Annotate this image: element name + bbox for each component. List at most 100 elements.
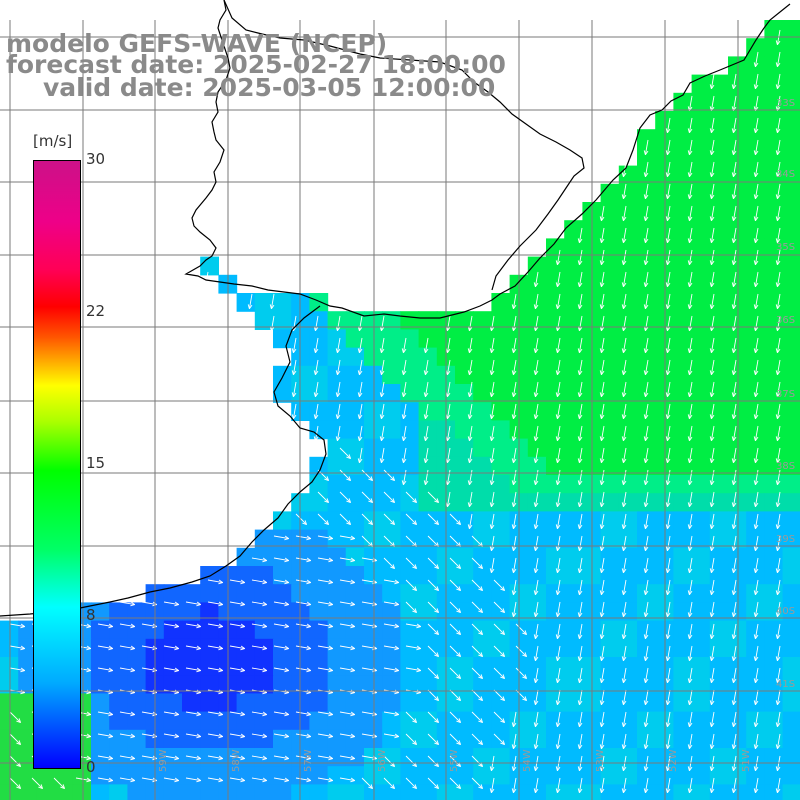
wind-speed-cell bbox=[491, 529, 511, 549]
wind-arrow bbox=[775, 579, 781, 596]
wind-speed-cell bbox=[163, 657, 183, 676]
wind-arrow bbox=[533, 469, 539, 486]
wind-speed-cell bbox=[345, 784, 365, 800]
wind-arrow bbox=[687, 711, 693, 728]
wind-arrow bbox=[229, 755, 246, 761]
wind-speed-cell bbox=[618, 729, 638, 749]
wind-speed-cell bbox=[637, 566, 656, 585]
wind-speed-cell bbox=[709, 456, 729, 476]
wind-speed-cell bbox=[72, 784, 92, 800]
wind-arrow bbox=[643, 139, 649, 156]
wind-arrow bbox=[599, 623, 605, 640]
wind-arrow bbox=[185, 601, 202, 607]
wind-arrow bbox=[401, 403, 407, 420]
wind-speed-cell bbox=[400, 347, 420, 367]
wind-speed-cell bbox=[364, 693, 383, 713]
wind-speed-cell bbox=[691, 475, 711, 494]
wind-speed-cell bbox=[728, 420, 747, 440]
wind-arrow bbox=[163, 623, 180, 629]
wind-arrow bbox=[317, 733, 334, 739]
wind-speed-cell bbox=[127, 784, 147, 800]
wind-speed-cell bbox=[345, 693, 365, 713]
wind-speed-cell bbox=[764, 547, 784, 567]
wind-speed-cell bbox=[382, 475, 401, 494]
wind-arrow bbox=[291, 359, 297, 376]
wind-arrow bbox=[251, 667, 268, 673]
wind-speed-cell bbox=[382, 693, 401, 713]
wind-arrow bbox=[577, 337, 583, 354]
wind-speed-cell bbox=[746, 602, 765, 622]
wind-speed-cell bbox=[673, 784, 693, 800]
wind-speed-cell bbox=[236, 602, 256, 622]
wind-speed-cell bbox=[491, 566, 511, 585]
wind-speed-cell bbox=[473, 584, 492, 603]
wind-speed-cell bbox=[618, 566, 638, 585]
wind-speed-cell bbox=[564, 329, 583, 349]
colorbar-tick: 0 bbox=[86, 758, 96, 776]
wind-arrow bbox=[97, 667, 114, 673]
wind-speed-cell bbox=[327, 584, 347, 603]
wind-speed-cell bbox=[345, 766, 365, 785]
wind-arrow bbox=[731, 689, 737, 706]
wind-speed-cell bbox=[673, 329, 693, 349]
wind-arrow bbox=[687, 161, 693, 178]
wind-arrow bbox=[533, 293, 539, 310]
wind-speed-cell bbox=[455, 475, 474, 494]
wind-arrow bbox=[317, 557, 334, 563]
wind-speed-cell bbox=[709, 202, 729, 221]
wind-speed-cell bbox=[728, 384, 747, 403]
wind-speed-cell bbox=[236, 675, 256, 694]
wind-speed-cell bbox=[309, 675, 329, 694]
wind-speed-cell bbox=[473, 784, 492, 800]
wind-speed-cell bbox=[327, 547, 347, 567]
wind-speed-cell bbox=[691, 74, 711, 94]
wind-speed-cell bbox=[473, 729, 492, 749]
wind-speed-cell bbox=[709, 620, 729, 640]
wind-arrow bbox=[621, 249, 627, 266]
wind-speed-cell bbox=[400, 329, 420, 349]
wind-arrow bbox=[427, 513, 440, 526]
wind-speed-cell bbox=[473, 675, 492, 694]
wind-speed-cell bbox=[473, 693, 492, 713]
wind-speed-cell bbox=[546, 293, 565, 312]
forecast-date: forecast date: 2025-02-27 18:00:00 bbox=[6, 50, 506, 79]
wind-arrow bbox=[471, 733, 484, 746]
wind-speed-cell bbox=[637, 475, 656, 494]
wind-speed-cell bbox=[691, 183, 711, 203]
wind-speed-cell bbox=[491, 547, 511, 567]
estuary-north-shore bbox=[223, 0, 585, 291]
wind-speed-cell bbox=[364, 620, 383, 640]
wind-speed-cell bbox=[327, 638, 347, 658]
wind-arrow bbox=[489, 425, 495, 442]
wind-speed-cell bbox=[364, 766, 383, 785]
wind-speed-cell bbox=[491, 748, 511, 767]
wind-speed-cell bbox=[746, 675, 765, 694]
wind-arrow bbox=[295, 557, 312, 563]
wind-speed-cell bbox=[564, 493, 583, 512]
wind-speed-cell bbox=[254, 584, 274, 603]
wind-arrow bbox=[229, 645, 246, 651]
wind-speed-cell bbox=[200, 657, 219, 676]
wind-speed-cell bbox=[709, 74, 729, 94]
wind-speed-cell bbox=[782, 766, 800, 785]
wind-speed-cell bbox=[91, 711, 110, 731]
wind-speed-cell bbox=[527, 475, 547, 494]
wind-speed-cell bbox=[327, 511, 347, 531]
wind-speed-cell bbox=[400, 420, 420, 440]
wind-speed-cell bbox=[254, 675, 274, 694]
wind-speed-cell bbox=[564, 729, 583, 749]
wind-speed-cell bbox=[728, 238, 747, 258]
wind-speed-cell bbox=[473, 384, 492, 403]
wind-speed-cell bbox=[327, 711, 347, 731]
wind-arrow bbox=[753, 469, 759, 486]
wind-arrow bbox=[489, 777, 495, 794]
wind-speed-cell bbox=[236, 729, 256, 749]
wind-arrow bbox=[515, 645, 528, 658]
wind-speed-cell bbox=[400, 620, 420, 640]
wind-arrow bbox=[185, 711, 202, 717]
wind-speed-cell bbox=[382, 602, 401, 622]
wind-arrow bbox=[753, 359, 759, 376]
wind-arrow bbox=[775, 337, 781, 354]
wind-speed-cell bbox=[18, 693, 37, 713]
wind-speed-cell bbox=[691, 456, 711, 476]
